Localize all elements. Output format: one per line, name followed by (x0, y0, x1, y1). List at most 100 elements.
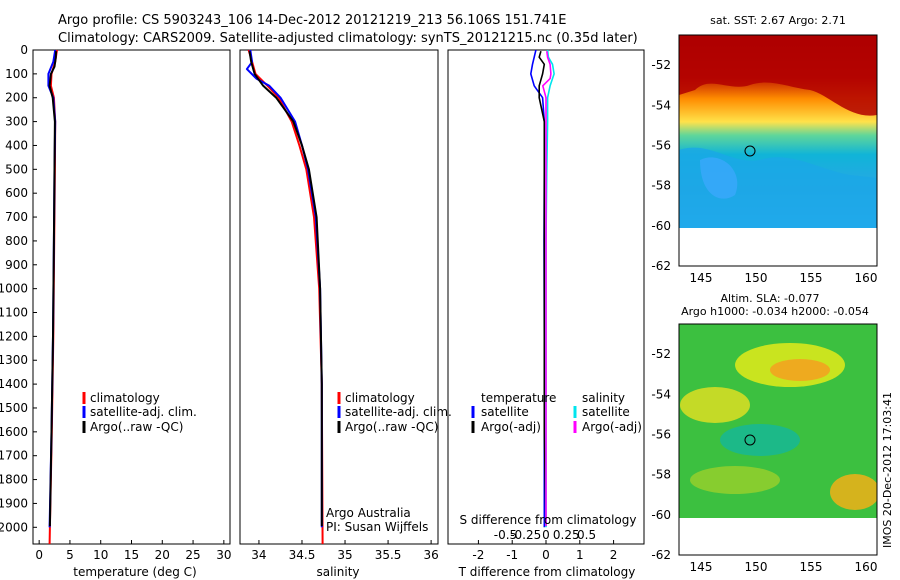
sst-cool-patch (700, 157, 738, 199)
lon-tick-label: 145 (690, 560, 713, 574)
depth-tick-label: 900 (5, 258, 28, 272)
x-tick-label: 35 (337, 548, 352, 562)
s-difference-axis-label: S difference from climatology (460, 513, 637, 527)
sla-map (678, 323, 878, 556)
temperature-axis-label: temperature (deg C) (73, 565, 196, 579)
depth-tick-label: 1000 (0, 282, 28, 296)
depth-tick-label: 1900 (0, 496, 28, 510)
depth-tick-label: 700 (5, 210, 28, 224)
annotation-pi: PI: Susan Wijffels (326, 520, 428, 534)
temperature-profiles (47, 49, 58, 545)
depth-tick-label: 400 (5, 138, 28, 152)
depth-tick-label: 600 (5, 186, 28, 200)
depth-tick-label: 500 (5, 162, 28, 176)
lat-tick-label: -60 (651, 508, 671, 522)
x-tick-label: 2 (610, 548, 618, 562)
figure-title-line1: Argo profile: CS 5903243_106 14-Dec-2012… (58, 13, 566, 28)
annotation-argo-australia: Argo Australia (326, 506, 411, 520)
legend-label-climatology: climatology (90, 391, 160, 405)
lat-tick-label: -58 (651, 179, 671, 193)
imos-credit: IMOS 20-Dec-2012 17:03:41 (881, 392, 894, 548)
sst-map (678, 34, 878, 267)
sla-high-core (770, 359, 830, 381)
temperature-axes (32, 49, 231, 545)
sst-map-title: sat. SST: 2.67 Argo: 2.71 (710, 14, 846, 27)
salinity-tick-labels: 34 34.5 35 35.5 36 (251, 540, 439, 562)
lon-tick-label: 155 (800, 560, 823, 574)
lat-tick-label: -62 (651, 259, 671, 273)
x-tick-label: 36 (423, 548, 438, 562)
x-tick-label: 30 (216, 548, 231, 562)
series-line-climatology (247, 49, 324, 545)
x-tick-label: -1 (506, 548, 518, 562)
depth-tick-label: 1200 (0, 329, 28, 343)
legend-title-temperature: temperature (481, 391, 556, 405)
sla-high-patch-2 (680, 387, 750, 423)
difference-profiles (529, 49, 555, 528)
lon-tick-label: 150 (745, 560, 768, 574)
depth-tick-label: 1700 (0, 449, 28, 463)
x-tick-label: -2 (472, 548, 484, 562)
series-line-argo-raw-qc- (248, 51, 323, 527)
x-top-tick-label: 0.5 (577, 528, 596, 542)
sst-lon-tick-labels: 145 150 155 160 (690, 271, 878, 285)
lon-tick-label: 145 (690, 271, 713, 285)
depth-tick-label: 1600 (0, 425, 28, 439)
depth-tick-label: 1500 (0, 401, 28, 415)
lat-tick-label: -62 (651, 548, 671, 562)
series-line-s-satellite (545, 49, 555, 528)
x-tick-label: 0 (542, 548, 550, 562)
x-tick-label: 0 (35, 548, 43, 562)
x-tick-label: 20 (155, 548, 170, 562)
x-tick-label: 35.5 (375, 548, 402, 562)
series-line-t-satellite (529, 49, 546, 528)
lat-tick-label: -58 (651, 468, 671, 482)
x-tick-label: 10 (93, 548, 108, 562)
lat-tick-label: -54 (651, 387, 671, 401)
lat-tick-label: -56 (651, 427, 671, 441)
sst-warm-front (679, 35, 877, 116)
lon-tick-label: 160 (855, 271, 878, 285)
salinity-profiles (245, 49, 324, 545)
x-tick-label: 25 (185, 548, 200, 562)
temperature-legend: climatology satellite-adj. clim. Argo(..… (82, 391, 197, 434)
lat-tick-label: -52 (651, 347, 671, 361)
legend-label-argo: Argo(..raw -QC) (345, 420, 438, 434)
t-difference-axis-label: T difference from climatology (458, 565, 636, 579)
legend-label-argo: Argo(..raw -QC) (90, 420, 183, 434)
sla-map-subtitle: Argo h1000: -0.034 h2000: -0.054 (681, 305, 869, 318)
lat-tick-label: -52 (651, 58, 671, 72)
x-top-tick-label: 0.25 (553, 528, 580, 542)
legend-label-satellite: satellite-adj. clim. (345, 405, 452, 419)
series-line-t-argo-adj- (538, 50, 547, 527)
lat-tick-label: -54 (651, 98, 671, 112)
sla-map-title: Altim. SLA: -0.077 (720, 292, 819, 305)
x-tick-label: 5 (66, 548, 74, 562)
argo-float-marker (744, 434, 756, 446)
sla-low-patch (720, 424, 800, 456)
salinity-axes (239, 49, 439, 545)
salinity-axis-label: salinity (316, 565, 359, 579)
x-tick-label: 34.5 (289, 548, 316, 562)
depth-tick-label: 1300 (0, 353, 28, 367)
lon-tick-label: 155 (800, 271, 823, 285)
figure-title-line2: Climatology: CARS2009. Satellite-adjuste… (58, 31, 638, 46)
sla-lon-tick-labels: 145 150 155 160 (690, 560, 878, 574)
depth-tick-label: 800 (5, 234, 28, 248)
sst-map-frame (678, 34, 878, 267)
temperature-tick-labels: 0 5 10 15 20 25 30 (35, 540, 231, 562)
lon-tick-label: 150 (745, 271, 768, 285)
depth-tick-label: 2000 (0, 520, 28, 534)
legend-label-satellite: satellite-adj. clim. (90, 405, 197, 419)
x-top-tick-label: 0 (542, 528, 550, 542)
legend-label-t-satellite: satellite (481, 405, 529, 419)
depth-tick-label: 300 (5, 115, 28, 129)
depth-tick-label: 1800 (0, 473, 28, 487)
series-line-satellite-adj-clim- (245, 49, 323, 528)
depth-tick-label: 1100 (0, 306, 28, 320)
s-difference-tick-labels: -0.5-0.25 0 0.250.5 (494, 528, 596, 542)
lat-tick-label: -56 (651, 138, 671, 152)
argo-float-marker (744, 145, 756, 157)
sla-lat-tick-labels: -52 -54 -56 -58 -60 -62 (651, 347, 671, 562)
